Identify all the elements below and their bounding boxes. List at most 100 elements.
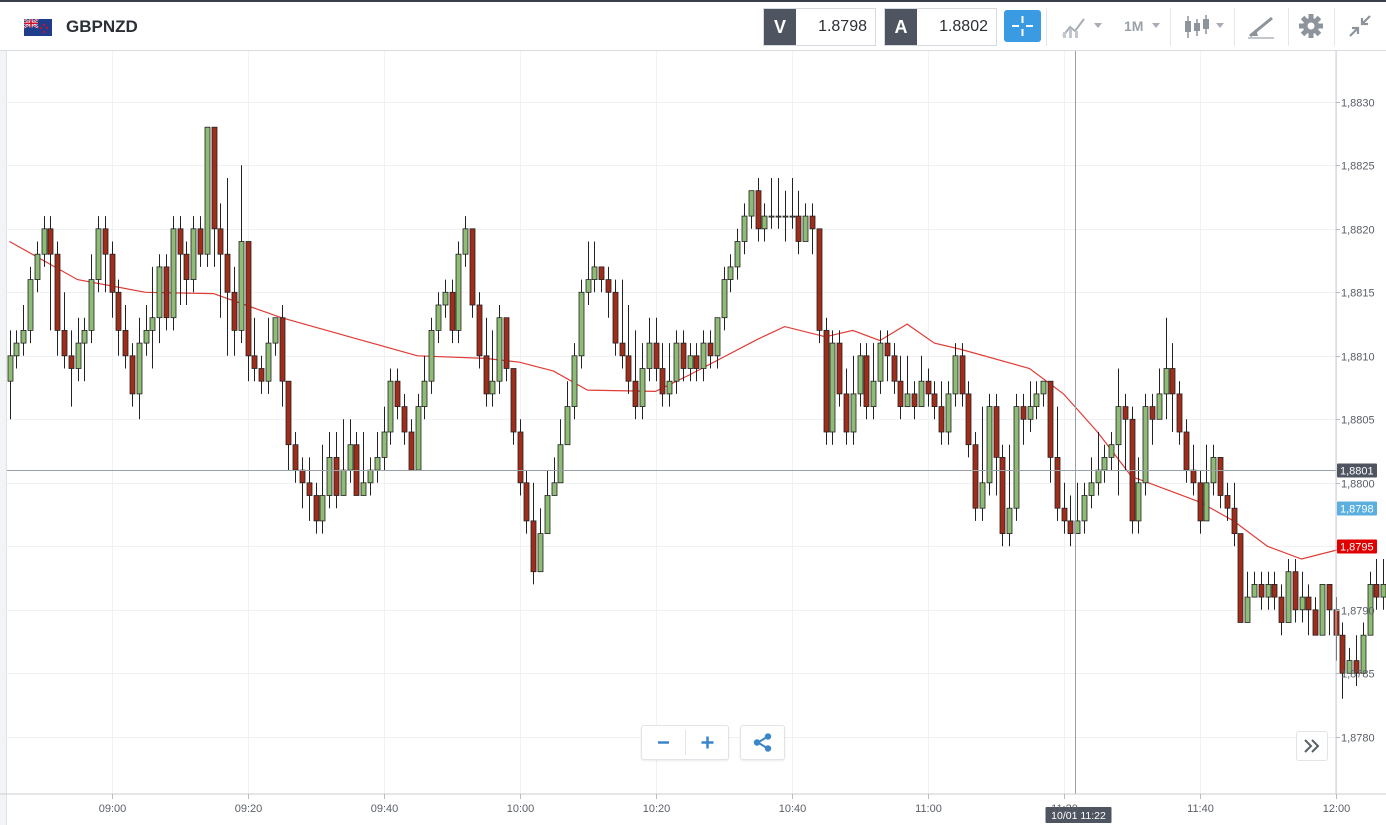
candle [1285, 559, 1292, 623]
candle-body-up [387, 380, 394, 433]
candle-body-up [204, 126, 211, 255]
candle [360, 432, 367, 496]
candle-body-down [1312, 609, 1319, 636]
time-axis: 09:00 09:20 09:40 10:00 10:20 10:40 11:00 11:20… [0, 793, 1386, 815]
indicators-button[interactable] [1060, 10, 1106, 42]
candle [1054, 406, 1061, 521]
candle [102, 216, 109, 293]
candle [408, 419, 415, 471]
candle [381, 406, 388, 471]
candle [367, 457, 374, 496]
crosshair-time-label: 10/01 11:22 [1051, 810, 1106, 822]
candle [530, 482, 537, 585]
candle-body-down [1176, 393, 1183, 433]
candle [659, 343, 666, 407]
buy-price: 1.8802 [939, 18, 988, 35]
timeframe-label: 1M [1124, 18, 1144, 34]
candle-body-up [870, 380, 877, 408]
time-tick-label: 11:00 [915, 803, 942, 815]
scroll-to-latest-button[interactable] [1296, 731, 1328, 761]
bid-price-tag [1337, 501, 1377, 516]
candle-body-down [1278, 596, 1285, 623]
candle [775, 178, 782, 229]
zoom-divider [685, 730, 686, 755]
crosshair-layer: 1,8801 10/01 11:22 [7, 51, 1377, 823]
candle-body-down [632, 380, 639, 408]
candle [292, 432, 299, 483]
crosshair-icon [1012, 16, 1033, 36]
candle-body-up [782, 215, 789, 218]
candle-body-up [75, 342, 82, 369]
candle [632, 330, 639, 420]
candle [1176, 381, 1183, 445]
candle [1299, 571, 1306, 623]
candle-body-up [428, 329, 435, 382]
candle [319, 444, 326, 534]
candle [557, 419, 564, 484]
candle [1169, 343, 1176, 432]
candle [673, 330, 680, 394]
candle-body-up [149, 317, 156, 331]
candle-body-down [523, 482, 530, 522]
candle [1353, 635, 1360, 686]
candle-body-up [945, 393, 952, 433]
candle-body-down [1373, 584, 1380, 598]
zoom-out-button[interactable] [642, 726, 685, 759]
plus-icon [701, 736, 714, 749]
collapse-button[interactable] [1344, 10, 1376, 42]
candle [272, 317, 279, 356]
draw-tools-button[interactable] [1244, 10, 1280, 42]
candle [435, 292, 442, 344]
chart-type-button[interactable] [1180, 10, 1228, 42]
candle-body-down [306, 482, 313, 496]
candle-body-down [517, 431, 524, 484]
candle [639, 343, 646, 420]
candle [1237, 533, 1244, 623]
crosshair-button[interactable] [1004, 10, 1041, 42]
candle [836, 330, 843, 407]
share-button[interactable] [740, 725, 785, 760]
candle-body-up [714, 317, 721, 357]
candle [1061, 482, 1068, 534]
candle [714, 317, 721, 369]
candle [585, 241, 592, 305]
candle [707, 330, 714, 369]
candle [1156, 368, 1163, 420]
buy-price-box[interactable]: A 1.8802 [884, 8, 997, 46]
candle-body-up [360, 482, 367, 496]
candle [884, 330, 891, 382]
candle-body-up [319, 495, 326, 522]
candle [442, 279, 449, 318]
candle [197, 216, 204, 267]
candle-body-down [823, 329, 830, 433]
zoom-in-button[interactable] [686, 726, 729, 759]
candles-layer [7, 126, 1386, 699]
sell-price-box[interactable]: V 1.8798 [763, 8, 876, 46]
candle-body-down [476, 304, 483, 357]
candle [401, 393, 408, 445]
candle-body-up [748, 190, 755, 217]
candle-body-up [1244, 596, 1251, 623]
toolbar-separator [1288, 8, 1289, 46]
candle-body-down [1339, 634, 1346, 674]
double-chevron-right-icon [1304, 739, 1320, 753]
candle-body-up [1081, 495, 1088, 522]
candle [1265, 571, 1272, 610]
timeframe-selector[interactable]: 1M [1120, 10, 1164, 42]
candle [598, 266, 605, 293]
settings-button[interactable] [1296, 10, 1326, 42]
candle [1197, 470, 1204, 534]
candle [1013, 393, 1020, 521]
candle [680, 330, 687, 382]
moving-average-line [9, 240, 1377, 560]
candle-body-up [1163, 368, 1170, 395]
price-tick-label: 1,8810 [1341, 352, 1375, 364]
candle [136, 317, 143, 420]
crosshair-price-label: 1,8801 [1340, 466, 1374, 478]
candle [571, 343, 578, 420]
candle [1047, 380, 1054, 483]
candle [1360, 622, 1367, 674]
candle-body-down [1047, 380, 1054, 458]
candle-body-up [41, 228, 48, 255]
